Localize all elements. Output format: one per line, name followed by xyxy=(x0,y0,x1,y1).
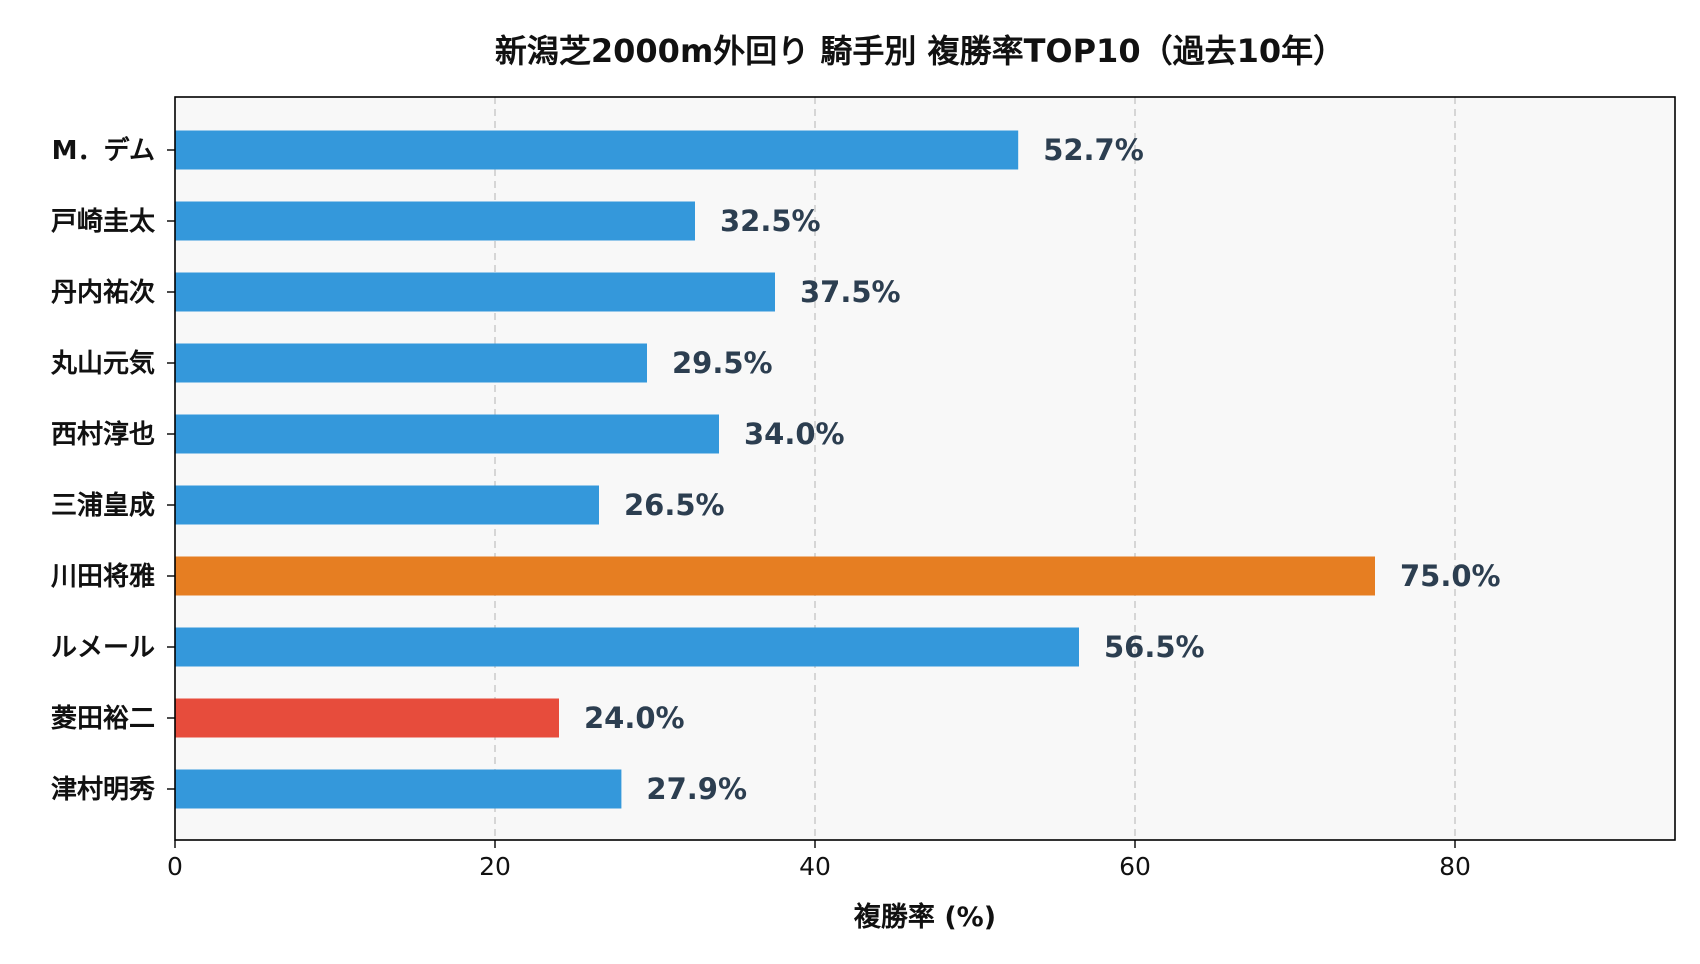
bar xyxy=(175,698,559,738)
data-label: 32.5% xyxy=(720,204,821,238)
y-tick-label: M．デム xyxy=(52,135,155,166)
y-tick-label: 西村淳也 xyxy=(51,419,155,450)
bar xyxy=(175,272,775,312)
x-axis-label: 複勝率 (%) xyxy=(854,901,996,933)
data-label: 27.9% xyxy=(646,772,747,806)
y-tick-label: ルメール xyxy=(51,633,155,663)
y-tick-label: 三浦皇成 xyxy=(51,490,155,521)
x-tick-label: 0 xyxy=(167,852,183,881)
chart-title: 新潟芝2000m外回り 騎手別 複勝率TOP10（過去10年） xyxy=(495,32,1345,70)
y-tick-label: 丹内祐次 xyxy=(51,278,155,308)
data-label: 26.5% xyxy=(624,488,725,522)
x-tick-label: 40 xyxy=(799,852,831,881)
y-tick-label: 川田将雅 xyxy=(51,562,155,592)
bar xyxy=(175,343,647,383)
data-label: 37.5% xyxy=(800,275,901,309)
data-label: 24.0% xyxy=(584,701,685,735)
bar xyxy=(175,556,1375,596)
y-tick-label: 丸山元気 xyxy=(50,348,155,379)
bar xyxy=(175,414,719,454)
value-labels: 52.7% 32.5% 37.5% 29.5% 34.0% 26.5% 75.0% 56.5%… xyxy=(584,133,1501,806)
x-tick-label: 20 xyxy=(479,852,511,881)
y-tick-label: 菱田裕二 xyxy=(51,703,155,734)
data-label: 56.5% xyxy=(1104,630,1205,664)
data-label: 34.0% xyxy=(744,417,845,451)
y-tick-label: 戸崎圭太 xyxy=(51,207,156,237)
bars xyxy=(175,130,1375,809)
plot-frame xyxy=(174,96,1676,841)
data-label: 75.0% xyxy=(1400,559,1501,593)
bar xyxy=(175,769,622,809)
bar xyxy=(175,485,599,525)
x-tick-label: 80 xyxy=(1439,852,1471,881)
data-label: 52.7% xyxy=(1043,133,1144,167)
y-tick-label: 津村明秀 xyxy=(51,775,155,805)
bar xyxy=(175,130,1019,170)
data-label: 29.5% xyxy=(672,346,773,380)
bar xyxy=(175,627,1079,667)
x-tick-label: 60 xyxy=(1119,852,1151,881)
bar xyxy=(175,201,695,241)
x-axis-ticks: 0 20 40 60 80 xyxy=(167,840,1471,881)
